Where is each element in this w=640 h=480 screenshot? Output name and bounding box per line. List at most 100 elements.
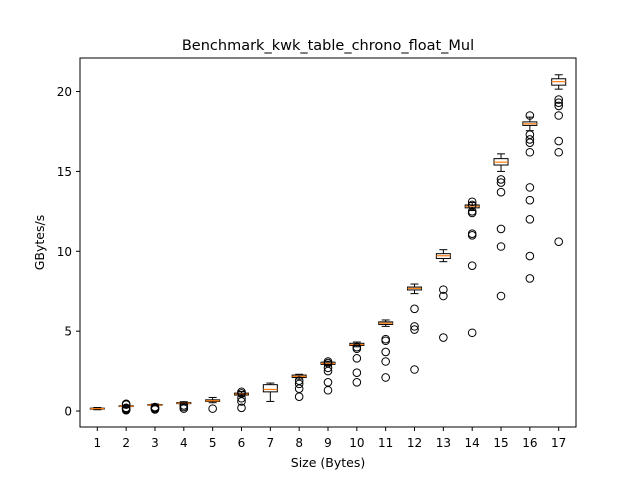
x-tick-label: 17 bbox=[551, 436, 566, 450]
outlier-point bbox=[323, 377, 333, 387]
x-tick-label: 9 bbox=[324, 436, 332, 450]
outlier-point bbox=[439, 333, 448, 342]
outlier-point bbox=[554, 237, 563, 247]
box-17 bbox=[551, 74, 567, 247]
outlier-point bbox=[467, 261, 477, 270]
outlier-point bbox=[208, 404, 217, 413]
outlier-point bbox=[467, 197, 477, 207]
x-tick-label: 10 bbox=[349, 436, 364, 450]
x-tick-label: 8 bbox=[295, 436, 303, 450]
box-13 bbox=[435, 249, 451, 342]
box-1 bbox=[89, 407, 105, 411]
outlier-point bbox=[525, 111, 535, 120]
outlier-point bbox=[294, 376, 304, 385]
x-tick-label: 1 bbox=[93, 436, 101, 450]
outlier-point bbox=[121, 399, 131, 409]
outlier-point bbox=[467, 328, 477, 338]
outlier-point bbox=[439, 285, 448, 294]
outlier-point bbox=[525, 130, 535, 139]
y-tick-label: 5 bbox=[64, 325, 72, 339]
x-axis: 1 2 3 4 5 6 7 8 9 10 11 12 13 14 15 16 17 bbox=[93, 427, 566, 450]
outlier-point bbox=[525, 147, 535, 157]
outlier-point bbox=[150, 402, 160, 412]
x-axis-label: Size (Bytes) bbox=[291, 455, 365, 470]
outlier-point bbox=[496, 224, 506, 234]
outlier-point bbox=[525, 251, 535, 261]
box-14 bbox=[464, 197, 480, 338]
outlier-point bbox=[179, 401, 189, 410]
outlier-point bbox=[381, 357, 390, 366]
outlier-point bbox=[237, 387, 246, 397]
x-tick-label: 11 bbox=[378, 436, 393, 450]
box-iqr bbox=[262, 384, 278, 393]
outlier-point bbox=[121, 403, 131, 413]
outlier-point bbox=[554, 98, 563, 108]
box-9 bbox=[320, 357, 336, 395]
outlier-point bbox=[467, 207, 477, 216]
outlier-point bbox=[352, 368, 362, 377]
x-tick-label: 4 bbox=[180, 436, 188, 450]
box-12 bbox=[407, 283, 423, 374]
box-15 bbox=[493, 153, 509, 301]
outlier-point bbox=[496, 242, 506, 251]
outlier-point bbox=[467, 200, 477, 210]
x-tick-label: 3 bbox=[151, 436, 159, 450]
y-tick-label: 10 bbox=[57, 245, 72, 259]
outlier-point bbox=[496, 178, 506, 187]
y-tick-label: 15 bbox=[57, 165, 72, 179]
x-tick-label: 2 bbox=[122, 436, 130, 450]
outlier-point bbox=[352, 377, 362, 387]
outlier-point bbox=[525, 215, 535, 224]
outlier-point bbox=[554, 136, 563, 146]
y-tick-label: 20 bbox=[57, 85, 72, 99]
outlier-point bbox=[554, 95, 563, 104]
chart-title: Benchmark_kwk_table_chrono_float_Mul bbox=[182, 38, 474, 54]
box-16 bbox=[522, 111, 538, 283]
outlier-point bbox=[554, 147, 563, 157]
outlier-point bbox=[352, 354, 362, 363]
outlier-point bbox=[525, 183, 535, 192]
outlier-point bbox=[554, 111, 563, 120]
outlier-point bbox=[525, 135, 535, 144]
outlier-point bbox=[410, 304, 419, 314]
box-11 bbox=[378, 319, 394, 382]
y-axis-label: GBytes/s bbox=[32, 215, 47, 271]
x-tick-label: 5 bbox=[209, 436, 217, 450]
x-tick-label: 7 bbox=[267, 436, 275, 450]
outlier-point bbox=[439, 291, 448, 301]
box-4 bbox=[176, 401, 192, 413]
box-3 bbox=[147, 402, 163, 414]
x-tick-label: 13 bbox=[436, 436, 451, 450]
box-7 bbox=[262, 382, 278, 402]
outlier-point bbox=[496, 187, 506, 197]
plot-area bbox=[89, 74, 567, 415]
box-8 bbox=[291, 373, 307, 401]
x-tick-label: 12 bbox=[407, 436, 422, 450]
y-tick-label: 0 bbox=[64, 405, 72, 419]
box-10 bbox=[349, 341, 365, 387]
box-6 bbox=[233, 387, 249, 413]
outlier-point bbox=[323, 363, 333, 373]
outlier-point bbox=[381, 373, 390, 382]
outlier-point bbox=[554, 101, 563, 111]
box-5 bbox=[205, 396, 221, 413]
outlier-point bbox=[237, 403, 246, 413]
outlier-point bbox=[381, 334, 390, 344]
outlier-point bbox=[525, 195, 535, 205]
outlier-point bbox=[352, 342, 362, 352]
box-2 bbox=[118, 399, 134, 415]
x-tick-label: 15 bbox=[493, 436, 508, 450]
x-tick-label: 14 bbox=[465, 436, 480, 450]
outlier-point bbox=[496, 175, 506, 184]
outlier-point bbox=[294, 379, 304, 389]
x-tick-label: 16 bbox=[522, 436, 537, 450]
outlier-point bbox=[525, 274, 535, 283]
outlier-point bbox=[410, 322, 419, 331]
outlier-point bbox=[381, 347, 390, 357]
y-axis: 0 5 10 15 20 bbox=[57, 85, 80, 419]
outlier-point bbox=[410, 365, 419, 374]
x-tick-label: 6 bbox=[238, 436, 246, 450]
outlier-point bbox=[467, 229, 477, 239]
